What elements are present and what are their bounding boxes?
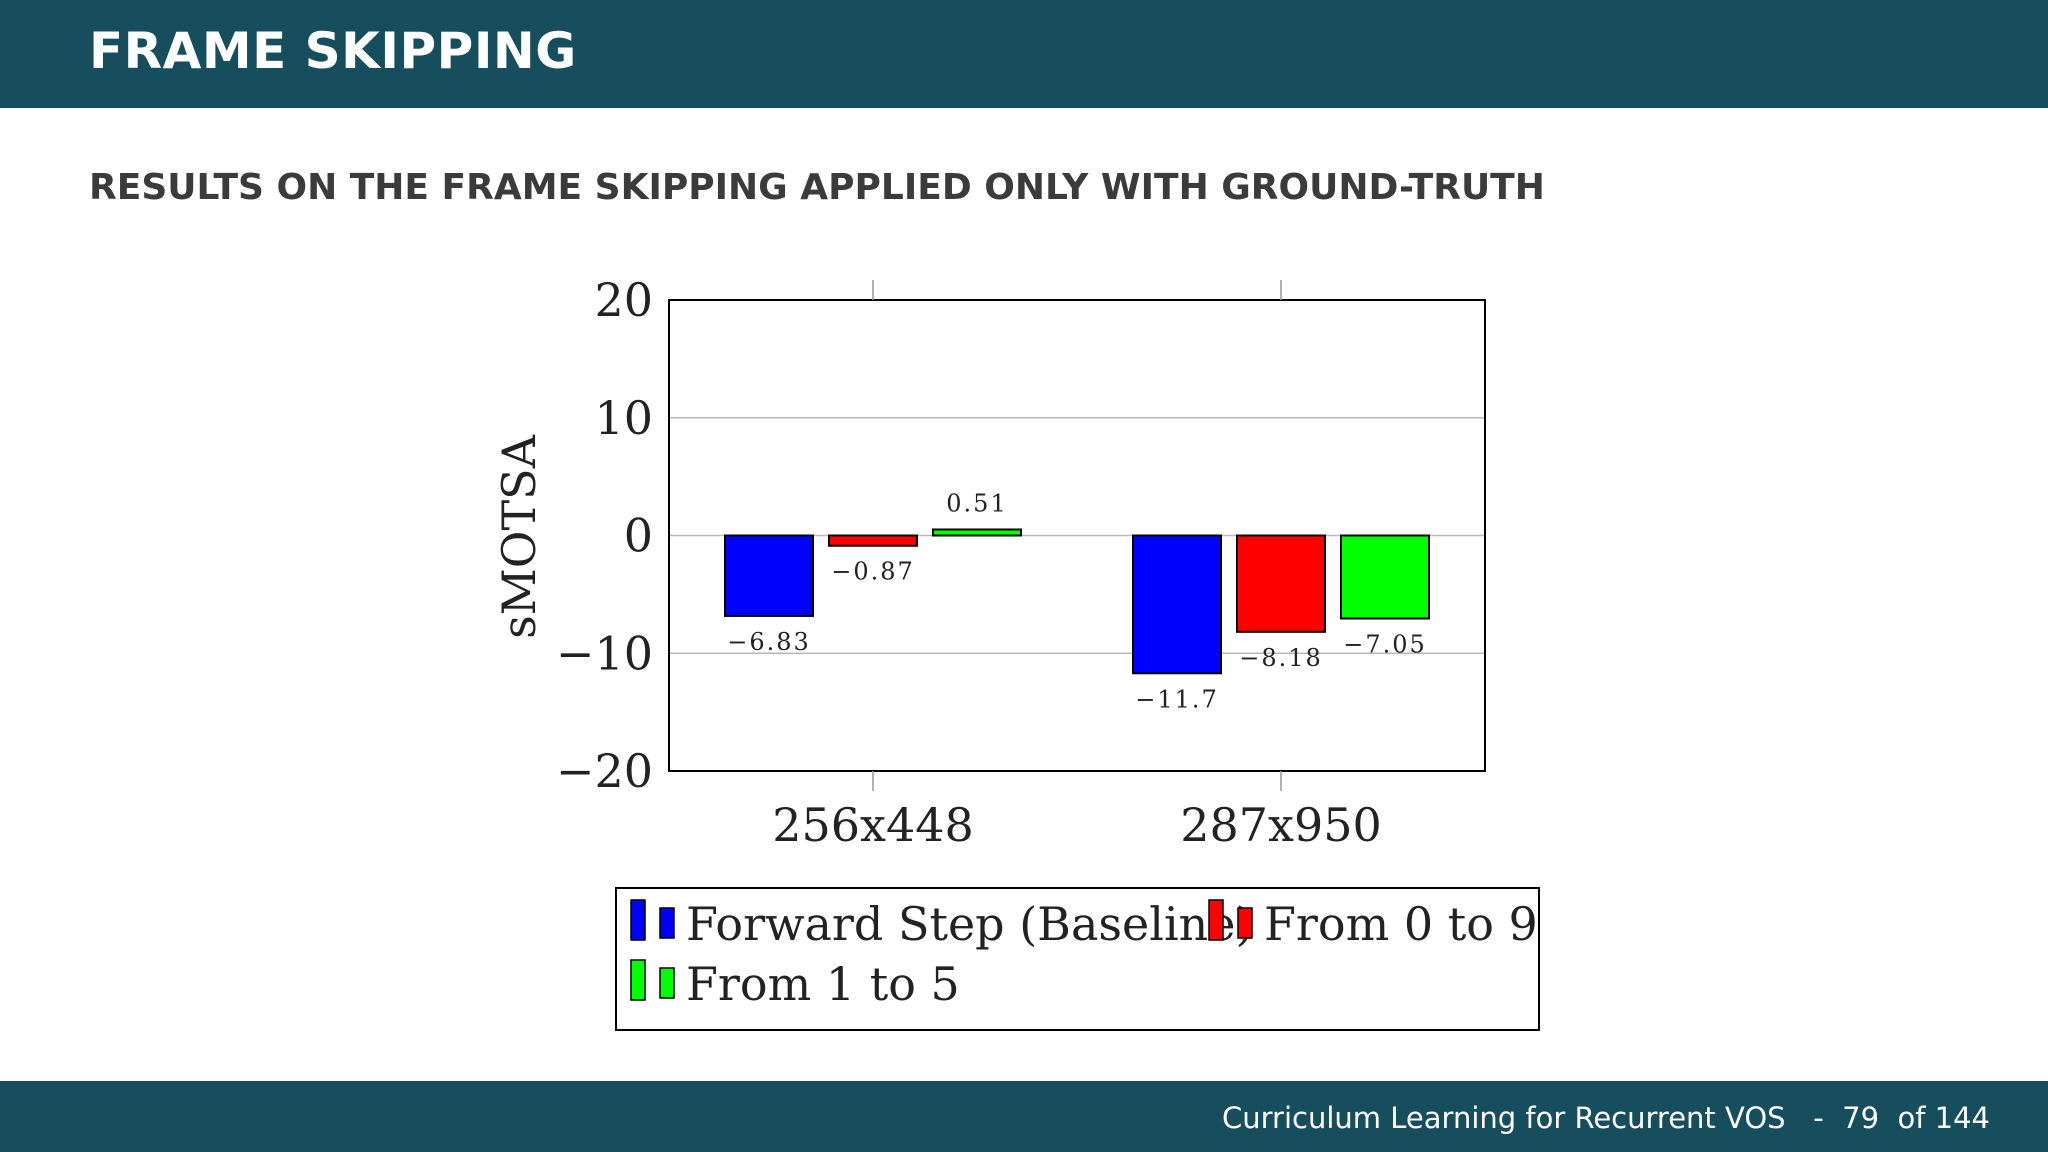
bar-data-label: −8.18 — [1239, 644, 1323, 672]
y-tick-label: 10 — [594, 391, 653, 445]
bar-1-2 — [1132, 534, 1222, 675]
page-of-label: of — [1897, 1101, 1926, 1135]
bar-chart: 20 10 0 −10 −20 256x448 287x950 −6.83 −0.87 0.51… — [492, 273, 1540, 1031]
footer-title: Curriculum Learning for Recurrent VOS — [1222, 1101, 1786, 1135]
legend-label-2: From 0 to 9 — [1264, 897, 1538, 951]
page-number: 79 — [1842, 1101, 1880, 1135]
legend: Forward Step (Baseline) From 0 to 9 From 1… — [615, 887, 1540, 1031]
legend-box — [615, 887, 1540, 1031]
legend-swatch-1 — [630, 899, 646, 941]
x-tick-label: 256x448 — [772, 798, 974, 852]
x-tick-label: 287x950 — [1180, 798, 1382, 852]
bar-data-label: 0.51 — [946, 489, 1007, 517]
plot-frame — [668, 299, 1486, 772]
bar-1-1 — [724, 534, 814, 617]
bar-data-label: −7.05 — [1343, 631, 1427, 659]
legend-swatch-2 — [1237, 907, 1253, 939]
slide-subtitle: RESULTS ON THE FRAME SKIPPING APPLIED ON… — [89, 167, 1545, 208]
y-tick-label: −10 — [556, 626, 653, 680]
bar-data-label: −0.87 — [831, 558, 915, 586]
y-tick-label: 20 — [594, 273, 653, 327]
footer-separator: - — [1813, 1101, 1824, 1135]
y-axis-label: sMOTSA — [492, 434, 546, 639]
bar-data-label: −6.83 — [727, 628, 811, 656]
legend-label-3: From 1 to 5 — [686, 957, 960, 1011]
legend-label-1: Forward Step (Baseline) — [686, 897, 1253, 951]
slide-footer: Curriculum Learning for Recurrent VOS - … — [0, 1081, 2048, 1152]
y-tick-label: −20 — [556, 744, 653, 798]
bars — [724, 528, 1430, 675]
bar-data-label: −11.7 — [1135, 685, 1219, 713]
legend-swatch-3 — [630, 959, 646, 1001]
bar-2-2 — [1236, 534, 1326, 633]
footer-text: Curriculum Learning for Recurrent VOS - … — [1222, 1101, 1990, 1135]
slide-title: FRAME SKIPPING — [89, 22, 577, 80]
bar-3-2 — [1340, 534, 1430, 620]
ticks: 20 10 0 −10 −20 256x448 287x950 — [556, 273, 1382, 852]
legend-swatch-3 — [659, 967, 675, 999]
legend-swatch-2 — [1208, 899, 1224, 941]
bar-3-1 — [932, 528, 1022, 537]
page-total: 144 — [1934, 1101, 1990, 1135]
y-tick-label: 0 — [624, 509, 653, 563]
bar-2-1 — [828, 534, 918, 547]
slide-header: FRAME SKIPPING — [0, 0, 2048, 108]
data-labels: −6.83 −0.87 0.51 −11.7 −8.18 −7.05 — [727, 489, 1427, 713]
legend-swatch-1 — [659, 907, 675, 939]
